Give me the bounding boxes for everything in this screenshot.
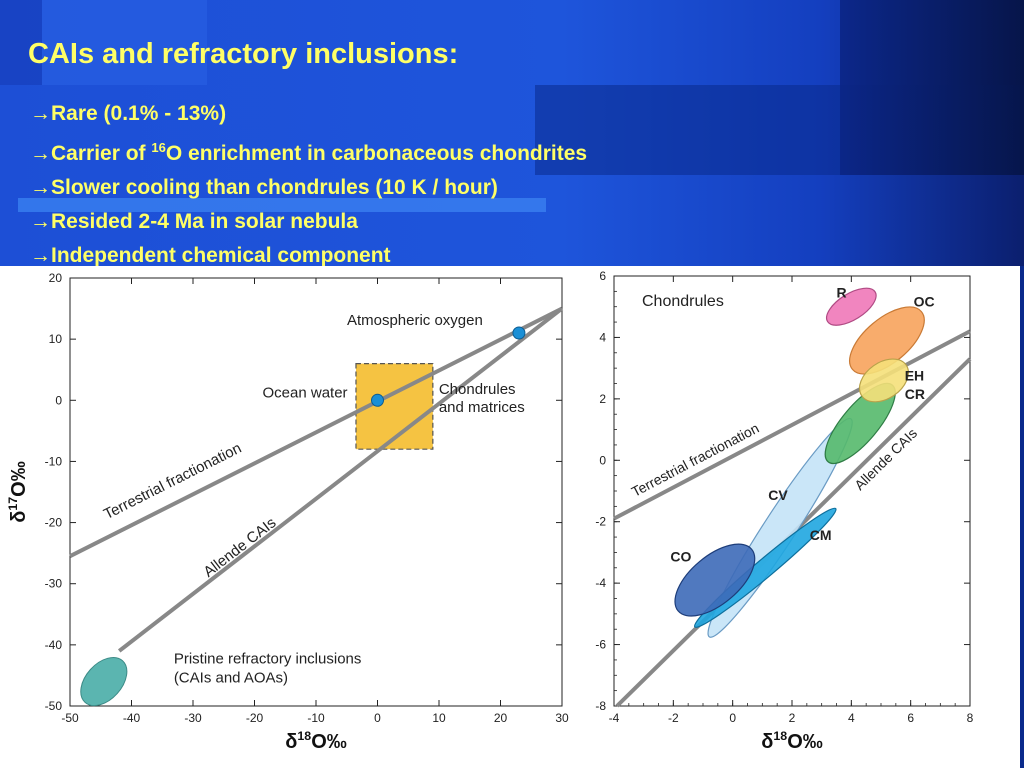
left-y-tick-label: -50 [45, 699, 63, 713]
left-y-tick-label: -30 [45, 577, 63, 591]
right-y-tick-label: -6 [595, 638, 606, 652]
left-y-tick-label: -40 [45, 638, 63, 652]
right-label-r: R [837, 285, 847, 301]
left-x-tick-label: -40 [123, 711, 141, 725]
bullet-item: →Rare (0.1% - 13%) [30, 97, 587, 131]
decor-block [42, 0, 207, 85]
left-x-tick-label: 30 [555, 711, 569, 725]
left-label-ocean-water: Ocean water [263, 384, 348, 401]
right-y-tick-label: 6 [599, 269, 606, 283]
right-line-terrestrial-fractionation [613, 329, 971, 521]
bullet-text: Independent chemical component [51, 244, 391, 267]
arrow-icon: → [30, 142, 51, 165]
bullet-text: Slower cooling than chondrules (10 K / h… [51, 176, 498, 199]
right-y-tick-label: -8 [595, 699, 606, 713]
bullet-item: →Slower cooling than chondrules (10 K / … [30, 171, 587, 205]
arrow-icon: → [30, 210, 51, 233]
left-y-tick-label: 0 [55, 393, 62, 407]
right-x-tick-label: 2 [789, 711, 796, 725]
right-y-tick-label: -4 [595, 576, 606, 590]
right-label-terrestrial: Terrestrial fractionation [629, 420, 762, 500]
left-x-tick-label: 20 [494, 711, 508, 725]
left-x-axis-label: δ18O‰ [285, 729, 347, 753]
right-label-oc: OC [914, 294, 935, 310]
left-label-atmospheric-oxygen: Atmospheric oxygen [347, 312, 483, 329]
left-label-chondrules: Chondrules [439, 381, 516, 398]
left-line-allende-cais [117, 306, 564, 653]
decor-block [840, 0, 1024, 175]
right-region-co [674, 543, 756, 617]
left-label-pristine: Pristine refractory inclusions [174, 651, 362, 668]
bullet-text: Carrier of [51, 142, 152, 165]
right-y-tick-label: 2 [599, 392, 606, 406]
right-y-tick-label: -2 [595, 515, 606, 529]
right-x-tick-label: 0 [729, 711, 736, 725]
right-region-oc [849, 306, 925, 375]
bullet-item: →Resided 2-4 Ma in solar nebula [30, 205, 587, 239]
bullet-text: Resided 2-4 Ma in solar nebula [51, 210, 358, 233]
left-line-terrestrial-fractionation [69, 306, 563, 558]
right-x-axis-label: δ18O‰ [761, 729, 823, 753]
left-point-ocean-water [371, 393, 384, 407]
superscript: 16 [151, 140, 166, 155]
right-x-tick-label: -2 [668, 711, 679, 725]
arrow-icon: → [30, 102, 51, 125]
decor-stripe [1020, 266, 1024, 768]
left-x-tick-label: -50 [61, 711, 79, 725]
left-x-tick-label: 10 [432, 711, 446, 725]
left-label-matrices: and matrices [439, 399, 525, 416]
left-x-tick-label: -10 [307, 711, 325, 725]
left-y-tick-label: 10 [49, 332, 63, 346]
bullet-text: Rare (0.1% - 13%) [51, 102, 227, 125]
right-label-eh: EH [905, 367, 924, 383]
left-point-atmospheric-oxygen [512, 326, 526, 340]
right-x-tick-label: -4 [609, 711, 620, 725]
left-y-tick-label: 20 [49, 271, 63, 285]
oxygen-isotope-charts: -50 -40 -30 -20 -10 0 10 20 30-50-40-30-20-10010… [6, 269, 974, 753]
right-region-r [826, 287, 877, 326]
right-chart-title: Chondrules [642, 293, 724, 310]
right-region-eh [858, 358, 909, 403]
right-label-cm: CM [810, 527, 832, 543]
left-label-pristine-sub: (CAIs and AOAs) [174, 670, 288, 687]
bullet-item: →Carrier of 16O enrichment in carbonaceo… [30, 131, 587, 171]
right-label-co: CO [670, 549, 691, 565]
bullet-list: →Rare (0.1% - 13%) →Carrier of 16O enric… [30, 97, 587, 273]
left-region-pristine-inclusions [80, 657, 128, 707]
bullet-text: O enrichment in carbonaceous chondrites [165, 142, 588, 165]
decor-block [0, 0, 42, 85]
left-y-tick-label: -20 [45, 516, 63, 530]
left-y-tick-label: -10 [45, 454, 63, 468]
left-label-allende: Allende CAIs [200, 514, 279, 580]
left-y-axis-label: δ17O‰ [6, 461, 30, 523]
slide-title: CAIs and refractory inclusions: [28, 38, 459, 70]
left-x-tick-label: -30 [184, 711, 202, 725]
right-x-tick-label: 4 [848, 711, 855, 725]
right-label-cr: CR [905, 386, 925, 402]
figure-panel: -50 -40 -30 -20 -10 0 10 20 30 -50 -40 -30 -20 -10 0 10… [0, 266, 1024, 768]
left-x-tick-label: 0 [374, 711, 381, 725]
bullet-item: →Independent chemical component [30, 239, 587, 273]
right-y-tick-label: 4 [599, 330, 606, 344]
arrow-icon: → [30, 244, 51, 267]
right-x-tick-label: 6 [907, 711, 914, 725]
left-x-tick-label: -20 [246, 711, 264, 725]
decor-bar [18, 198, 546, 212]
right-y-tick-label: 0 [599, 453, 606, 467]
right-x-tick-label: 8 [967, 711, 974, 725]
right-label-cv: CV [768, 487, 788, 503]
arrow-icon: → [30, 176, 51, 199]
